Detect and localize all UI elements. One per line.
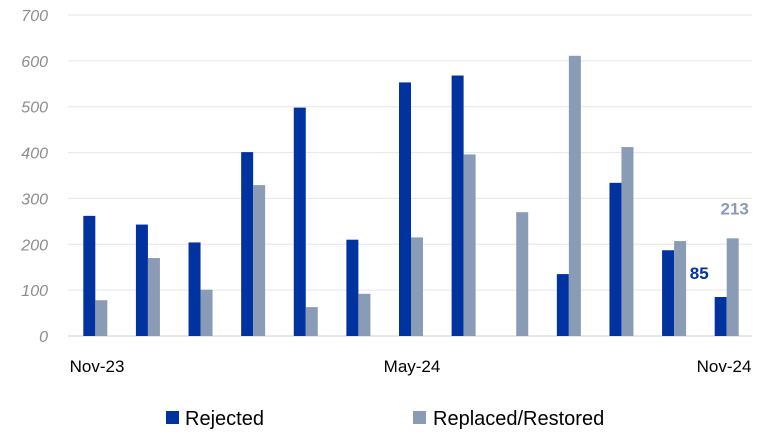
- bar-replaced-restored-apr-24: [358, 293, 371, 336]
- y-tick-label: 0: [39, 329, 48, 346]
- legend-swatch-replaced-restored: [413, 411, 426, 424]
- bar-replaced-restored-jul-24: [516, 212, 529, 336]
- bar-rejected-feb-24: [241, 152, 254, 336]
- y-tick-label: 700: [21, 8, 48, 25]
- x-tick-label: Nov-23: [70, 357, 125, 376]
- bar-rejected-apr-24: [346, 239, 359, 336]
- y-tick-label: 300: [21, 191, 48, 208]
- x-tick-label: May-24: [384, 357, 441, 376]
- bar-replaced-restored-dec-23: [147, 258, 160, 336]
- bar-replaced-restored-feb-24: [253, 185, 266, 336]
- y-tick-label: 100: [21, 283, 48, 300]
- bar-replaced-restored-oct-24: [674, 241, 687, 336]
- y-tick-label: 200: [20, 237, 48, 254]
- bar-replaced-restored-nov-23: [95, 300, 108, 336]
- legend-label-replaced-restored: Replaced/Restored: [433, 408, 604, 430]
- bar-rejected-aug-24: [556, 274, 569, 336]
- y-tick-label: 400: [21, 146, 48, 163]
- y-tick-label: 600: [21, 54, 48, 71]
- bars: [83, 55, 739, 336]
- bar-rejected-nov-23: [83, 215, 96, 336]
- bar-rejected-sep-24: [609, 182, 622, 336]
- bar-replaced-restored-nov-24: [726, 238, 739, 336]
- bar-rejected-jan-24: [188, 242, 201, 336]
- bar-rejected-mar-24: [293, 107, 306, 336]
- bar-rejected-jun-24: [451, 75, 464, 336]
- bar-replaced-restored-sep-24: [621, 147, 634, 336]
- y-axis-ticks: 0 100 200 300 400 500 600 700: [20, 8, 48, 346]
- bar-rejected-dec-23: [135, 224, 148, 336]
- bar-rejected-nov-24: [714, 297, 727, 336]
- legend-label-rejected: Rejected: [185, 408, 264, 430]
- x-axis-ticks: Nov-23 May-24 Nov-24: [70, 357, 752, 376]
- legend-swatch-rejected: [166, 411, 179, 424]
- bar-replaced-restored-may-24: [411, 237, 423, 336]
- bar-replaced-restored-jan-24: [200, 289, 213, 336]
- data-label-rejected: 85: [690, 264, 709, 283]
- y-tick-label: 500: [21, 100, 48, 117]
- bar-replaced-restored-mar-24: [305, 307, 318, 336]
- bar-replaced-restored-aug-24: [568, 55, 581, 336]
- bar-rejected-oct-24: [662, 250, 675, 336]
- x-tick-label: Nov-24: [697, 357, 752, 376]
- legend: Rejected Replaced/Restored: [166, 408, 604, 430]
- bar-rejected-may-24: [399, 82, 411, 336]
- data-labels: 85 213: [690, 199, 749, 283]
- data-label-replaced-restored: 213: [721, 199, 749, 218]
- bar-replaced-restored-jun-24: [463, 154, 476, 336]
